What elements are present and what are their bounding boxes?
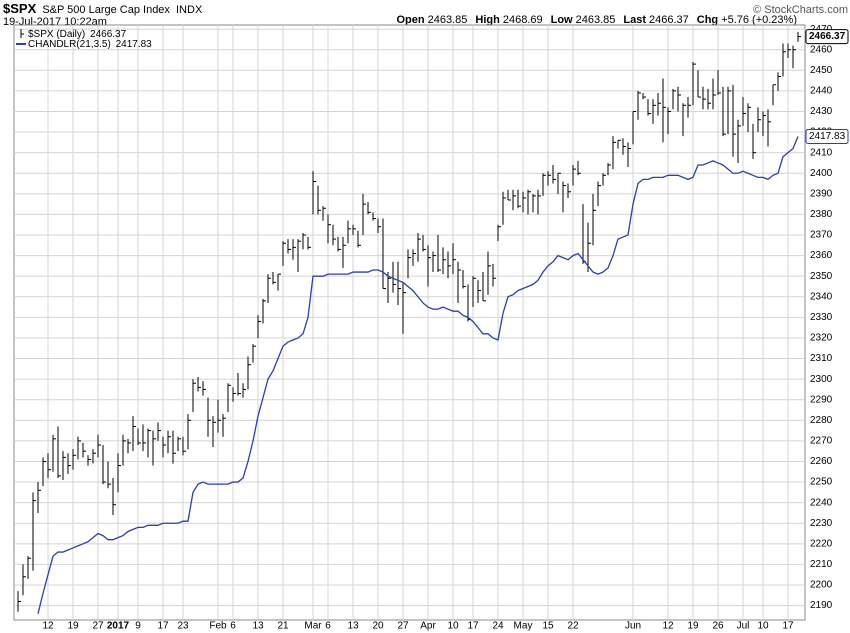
quote-value: 2463.85 (428, 14, 468, 26)
y-tick-label: 2280 (810, 415, 833, 426)
y-tick-label: 2440 (810, 86, 833, 97)
x-tick-label: 6 (230, 621, 236, 632)
y-tick-label: 2240 (810, 497, 833, 508)
x-tick-label: 9 (135, 621, 141, 632)
x-tick-label: 24 (492, 621, 504, 632)
y-tick-label: 2230 (810, 518, 833, 529)
x-tick-label: 2017 (107, 621, 130, 632)
x-tick-label: 17 (467, 621, 479, 632)
quote-label: Open (397, 14, 425, 26)
quote-label: Low (551, 14, 573, 26)
y-tick-label: 2320 (810, 333, 833, 344)
legend-name: CHANDLR(21,3.5) (28, 39, 111, 50)
last-value-label: 2417.83 (809, 131, 846, 142)
quote-value: +5.76 (+0.23%) (721, 14, 797, 26)
symbol: $SPX (3, 1, 37, 16)
x-tick-label: Jun (625, 621, 641, 632)
x-tick-label: 21 (277, 621, 289, 632)
y-tick-label: 2290 (810, 394, 833, 405)
title: S&P 500 Large Cap Index (42, 4, 170, 16)
x-tick-label: 20 (372, 621, 384, 632)
y-tick-label: 2380 (810, 209, 833, 220)
legend-entry: $SPX (Daily) 2466.37 (28, 29, 127, 40)
plot-frame (13, 24, 806, 621)
x-tick-label: 10 (757, 621, 769, 632)
legend-entry: CHANDLR(21,3.5) 2417.83 (28, 39, 152, 50)
y-tick-label: 2400 (810, 168, 833, 179)
x-tick-label: 17 (157, 621, 169, 632)
quote-label: High (475, 14, 500, 26)
y-tick-label: 2310 (810, 353, 833, 364)
last-value-box (805, 129, 849, 145)
legend-name: $SPX (Daily) (28, 29, 85, 40)
quote-value: 2468.69 (503, 14, 543, 26)
y-tick-label: 2250 (810, 477, 833, 488)
y-tick-label: 2360 (810, 250, 833, 261)
quote-value: 2466.37 (649, 14, 689, 26)
exchange: INDX (176, 4, 203, 16)
legend-value: 2417.83 (116, 39, 153, 50)
marks (17, 31, 801, 614)
quote-label: Last (623, 14, 646, 26)
y-tick-label: 2270 (810, 436, 833, 447)
y-tick-label: 2410 (810, 147, 833, 158)
credit: © StockCharts.com (753, 4, 848, 16)
x-tick-label: 26 (712, 621, 724, 632)
x-tick-label: 13 (252, 621, 264, 632)
y-tick-label: 2370 (810, 230, 833, 241)
header: $SPX S&P 500 Large Cap Index INDX (3, 1, 203, 16)
grid (14, 25, 805, 620)
x-tick-label: May (514, 621, 533, 632)
x-tick-label: 23 (177, 621, 189, 632)
x-tick-label: 19 (67, 621, 79, 632)
date: 19-Jul-2017 10:22am (3, 16, 107, 28)
quote: Open 2463.85 High 2468.69 Low 2463.85 Last 2466… (397, 14, 798, 26)
x-tick-label: 13 (347, 621, 359, 632)
x-tick-label: 19 (687, 621, 699, 632)
y-tick-label: 2450 (810, 65, 833, 76)
x-tick-label: 22 (567, 621, 579, 632)
last-value-box (805, 29, 849, 45)
chandelier-line (37, 136, 799, 614)
y-tick-label: 2200 (810, 580, 833, 591)
x-tick-label: 27 (397, 621, 409, 632)
last-value-label: 2466.37 (809, 31, 846, 42)
y-tick-label: 2190 (810, 600, 833, 611)
y-tick-label: 2260 (810, 456, 833, 467)
x-tick-label: 15 (542, 621, 554, 632)
x-tick-label: Mar (304, 621, 322, 632)
y-tick-label: 2340 (810, 291, 833, 302)
x-tick-label: 6 (325, 621, 331, 632)
y-tick-label: 2430 (810, 106, 833, 117)
x-tick-label: 10 (447, 621, 459, 632)
x-tick-label: 12 (662, 621, 674, 632)
y-tick-label: 2220 (810, 538, 833, 549)
quote-value: 2463.85 (576, 14, 616, 26)
x-tick-label: 12 (42, 621, 54, 632)
x-tick-label: Apr (420, 621, 436, 632)
y-tick-label: 2390 (810, 188, 833, 199)
legend: $SPX (Daily) 2466.37 CHANDLR(21,3.5) 241… (16, 29, 152, 50)
x-tick-label: Feb (209, 621, 227, 632)
legend-value: 2466.37 (90, 29, 127, 40)
x-tick-label: Jul (737, 621, 750, 632)
y-tick-label: 2460 (810, 44, 833, 55)
y-tick-label: 2210 (810, 559, 833, 570)
y-tick-label: 2350 (810, 271, 833, 282)
y-tick-label: 2300 (810, 374, 833, 385)
x-tick-label: 27 (92, 621, 104, 632)
quote-label: Chg (697, 14, 718, 26)
y-tick-label: 2330 (810, 312, 833, 323)
x-tick-label: 17 (782, 621, 794, 632)
